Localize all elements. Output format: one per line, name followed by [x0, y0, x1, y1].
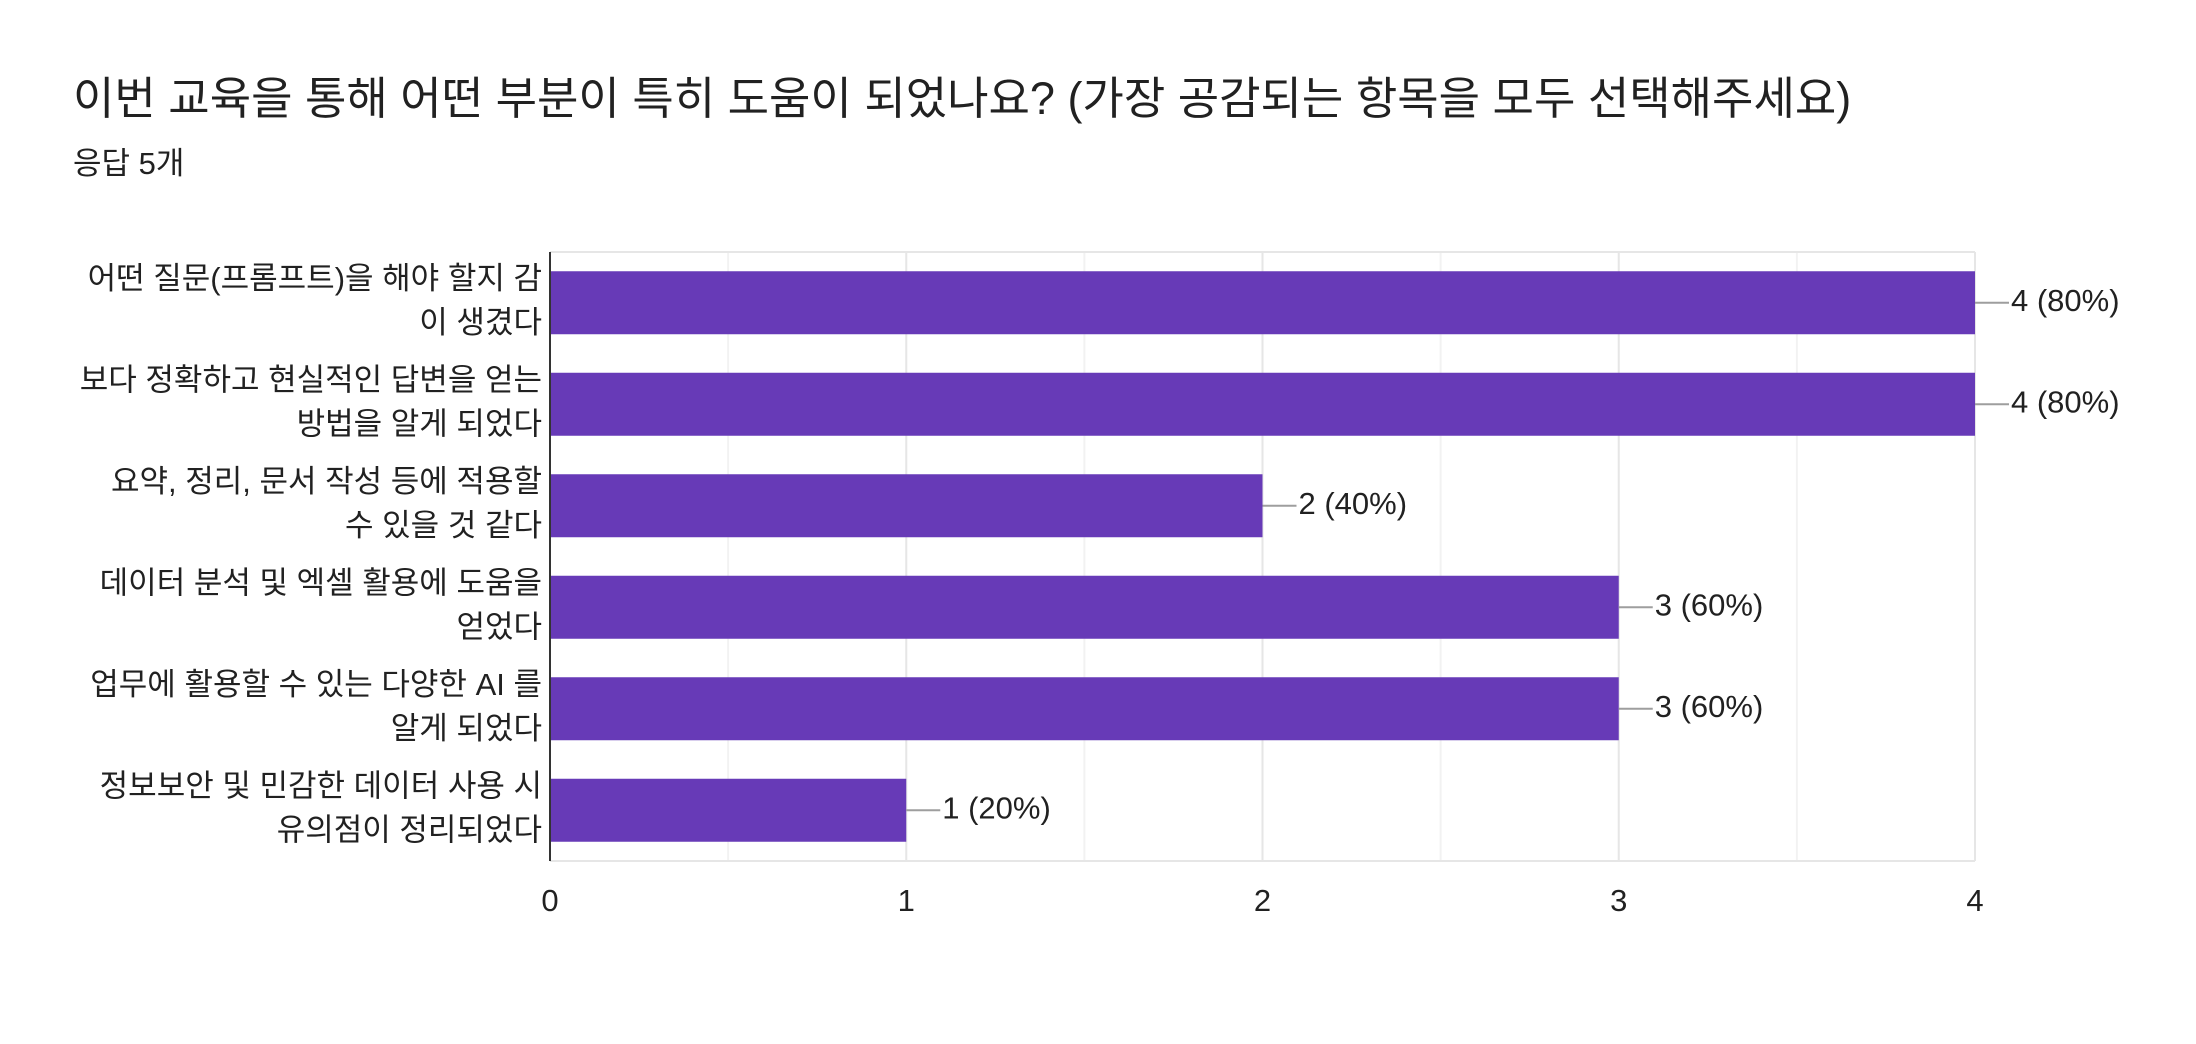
y-tick-label-line: 방법을 알게 되었다 [297, 406, 542, 441]
y-tick-label-line: 업무에 활용할 수 있는 다양한 AI 를 [90, 667, 542, 702]
x-tick-label: 3 [1610, 883, 1627, 918]
x-tick-label: 0 [541, 883, 558, 918]
y-tick-label-line: 정보보안 및 민감한 데이터 사용 시 [100, 768, 542, 803]
bar [550, 474, 1263, 538]
x-tick-label: 1 [898, 883, 915, 918]
y-tick-label-line: 얻었다 [456, 609, 542, 644]
y-tick-label-line: 유의점이 정리되었다 [277, 812, 542, 847]
x-tick-label: 2 [1254, 883, 1271, 918]
chart-title: 이번 교육을 통해 어떤 부분이 특히 도움이 되었나요? (가장 공감되는 항… [73, 73, 1851, 124]
chart-subtitle: 응답 5개 [73, 146, 184, 181]
y-tick-label-line: 수 있을 것 같다 [345, 508, 542, 543]
bar [550, 271, 1975, 335]
value-label: 4 (80%) [2011, 283, 2120, 318]
bar [550, 677, 1619, 741]
y-tick-label-line: 이 생겼다 [419, 305, 542, 340]
value-label: 2 (40%) [1299, 486, 1408, 521]
x-tick-label: 4 [1966, 883, 1983, 918]
y-tick-label-line: 어떤 질문(프롬프트)을 해야 할지 감 [88, 261, 542, 296]
value-label: 4 (80%) [2011, 384, 2120, 419]
value-label: 3 (60%) [1655, 587, 1764, 622]
bar [550, 778, 907, 842]
y-tick-label-line: 데이터 분석 및 엑셀 활용에 도움을 [100, 565, 542, 600]
value-label: 3 (60%) [1655, 689, 1764, 724]
bar [550, 575, 1619, 639]
y-tick-label-line: 보다 정확하고 현실적인 답변을 얻는 [80, 362, 542, 397]
value-label: 1 (20%) [942, 790, 1051, 825]
y-tick-label-line: 알게 되었다 [391, 711, 542, 746]
bar [550, 372, 1975, 436]
y-tick-label-line: 요약, 정리, 문서 작성 등에 적용할 [111, 464, 542, 499]
